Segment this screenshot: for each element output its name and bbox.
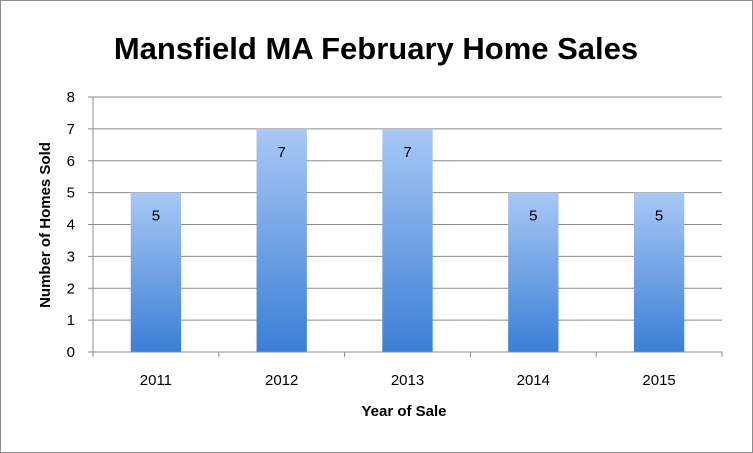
chart-title: Mansfield MA February Home Sales [114,31,638,66]
bar-2014 [508,192,559,352]
axes [88,96,723,357]
x-tick-labels: 2011 2012 2013 2014 2015 [140,372,676,389]
x-axis-title: Year of Sale [361,403,446,420]
bar-2015 [633,192,685,352]
bar-2011 [130,192,182,352]
y-tick-label: 0 [67,344,75,361]
data-label: 5 [655,208,663,225]
x-tick-label: 2014 [517,372,550,389]
y-tick-label: 1 [67,312,75,329]
data-label: 5 [529,208,537,225]
data-label: 5 [152,208,160,225]
bars: 5 7 7 5 5 [130,128,685,352]
y-tick-labels: 0 1 2 3 4 5 6 7 8 [67,89,75,361]
x-tick-label: 2011 [140,372,172,389]
bar-2012 [256,128,307,352]
data-label: 7 [403,144,411,161]
x-tick-label: 2015 [642,372,675,389]
y-axis-title: Number of Homes Sold [37,142,54,308]
y-tick-label: 4 [67,217,75,234]
bar-2013 [382,128,433,352]
y-tick-label: 5 [67,185,75,202]
y-tick-label: 3 [67,248,75,265]
x-tick-label: 2012 [265,372,298,389]
y-tick-label: 6 [67,153,75,170]
y-tick-label: 7 [67,121,75,138]
data-label: 7 [278,144,286,161]
y-tick-label: 2 [67,280,75,297]
y-tick-label: 8 [67,89,75,106]
x-tick-label: 2013 [391,372,424,389]
